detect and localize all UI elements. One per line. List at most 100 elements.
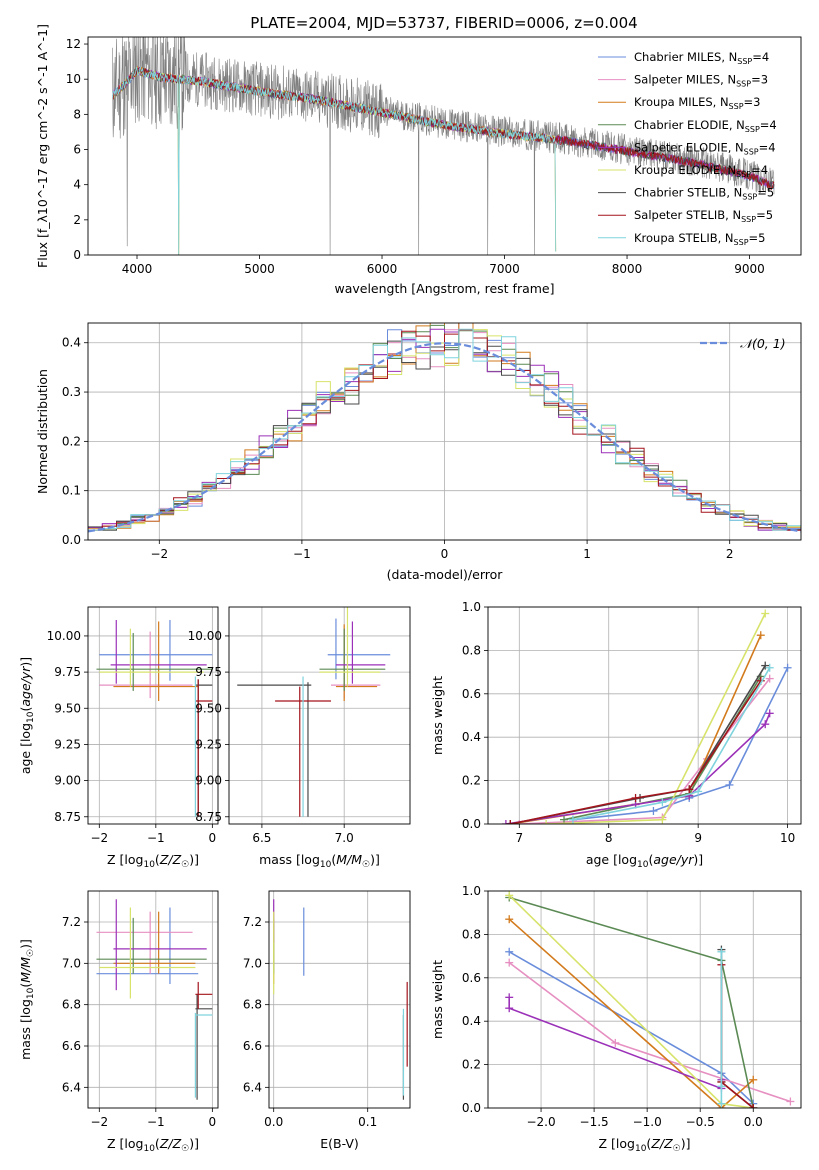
point-marker xyxy=(560,815,569,824)
panel-3: 6.5 7.0 8.75 9.00 9.25 9.50 9.75 10.00 mass [log… xyxy=(188,606,411,870)
legend-entry: Chabrier ELODIE, NSSP=4 xyxy=(634,118,777,134)
legend-entry: Chabrier MILES, NSSP=4 xyxy=(634,50,769,66)
point-marker xyxy=(725,780,734,789)
weight-line xyxy=(510,680,762,824)
label-part: 10 xyxy=(637,860,649,870)
x-tick-label: 0.0 xyxy=(744,1115,763,1129)
y-tick-label: 10.00 xyxy=(188,629,222,643)
legend-entry: Salpeter MILES, NSSP=3 xyxy=(634,73,768,89)
x-tick-label: 9000 xyxy=(734,262,765,276)
x-tick-label: −1 xyxy=(147,1115,165,1129)
legend-subscript: SSP xyxy=(734,238,749,247)
point-marker xyxy=(749,1104,758,1108)
label-part: ( xyxy=(18,983,33,988)
y-tick-label: 0.4 xyxy=(462,1014,481,1028)
legend-label: Kroupa MILES, N xyxy=(634,95,729,109)
histogram-step xyxy=(88,328,801,531)
x-axis-label: Z [log10(Z/Z☉)] xyxy=(107,852,199,870)
legend-subscript: SSP xyxy=(729,102,744,111)
y-tick-label: 0.4 xyxy=(62,336,81,350)
y-tick-label: 9.75 xyxy=(54,665,81,679)
errorbar xyxy=(96,907,199,984)
label-part: 10 xyxy=(143,1144,155,1154)
y-tick-label: 0.4 xyxy=(462,730,481,744)
legend-entry: Kroupa ELODIE, NSSP=4 xyxy=(634,163,768,179)
label-part: ( xyxy=(331,852,336,867)
label-part: ( xyxy=(18,707,33,712)
x-tick-label: 10 xyxy=(780,831,795,845)
legend-subscript: SSP xyxy=(736,170,751,179)
point-marker xyxy=(756,631,765,640)
y-tick-label: 8.75 xyxy=(195,810,222,824)
y-axis-label: mass weight xyxy=(430,676,445,755)
label-part: ( xyxy=(648,852,653,867)
y-tick-label: 9.50 xyxy=(54,701,81,715)
x-tick-label: 8 xyxy=(605,831,613,845)
label-part: ☉ xyxy=(181,1144,189,1154)
x-tick-label: 7000 xyxy=(489,262,520,276)
y-tick-label: 1.0 xyxy=(462,884,481,898)
panel-5: −2 −1 06.46.66.87.07.2Z [log10(Z/Z☉)]mass … xyxy=(18,890,219,1154)
gridlines xyxy=(269,891,410,1108)
weight-line xyxy=(519,678,771,824)
x-tick-label: 2 xyxy=(726,547,734,561)
errorbar xyxy=(335,621,386,684)
y-tick-label: 6.6 xyxy=(62,1039,81,1053)
label-part: age [log xyxy=(18,723,33,774)
gridlines xyxy=(488,606,801,825)
label-part: 10 xyxy=(26,711,36,723)
axes-frame xyxy=(487,890,802,1109)
errorbar xyxy=(194,1012,213,1098)
point-marker xyxy=(505,958,514,967)
label-part: ( xyxy=(155,852,160,867)
legend-label: Salpeter STELIB, N xyxy=(634,208,741,222)
y-tick-label: 0.2 xyxy=(62,434,81,448)
plot-area xyxy=(96,899,213,1100)
legend-suffix: =5 xyxy=(749,231,766,245)
legend-entry: Kroupa MILES, NSSP=3 xyxy=(634,95,760,111)
legend-suffix: =4 xyxy=(760,118,777,132)
x-tick-label: −1 xyxy=(293,547,311,561)
x-tick-label: −2 xyxy=(90,831,108,845)
x-tick-label: 7.0 xyxy=(335,831,354,845)
label-part: )] xyxy=(370,852,380,867)
x-tick-label: −1 xyxy=(147,831,165,845)
y-tick-label: 6 xyxy=(73,143,81,157)
point-marker xyxy=(542,820,551,824)
point-marker xyxy=(761,720,770,729)
point-marker xyxy=(501,820,510,824)
legend-entry: Kroupa STELIB, NSSP=5 xyxy=(634,231,765,247)
x-tick-label: 8000 xyxy=(612,262,643,276)
legend-label: Chabrier STELIB, N xyxy=(634,186,742,200)
ticks: 7 8 9 10 0.0 0.2 0.4 0.6 0.8 1.0 xyxy=(462,600,795,845)
legend-suffix: =5 xyxy=(756,208,773,222)
label-part: mass [log xyxy=(259,852,320,867)
y-tick-label: 9.50 xyxy=(195,701,222,715)
legend-subscript: SSP xyxy=(736,80,751,89)
label-part: age/yr xyxy=(18,666,33,707)
point-marker xyxy=(568,815,577,824)
x-axis-label: mass [log10(M/M☉)] xyxy=(259,852,380,870)
label-part: ☉ xyxy=(362,860,370,870)
y-tick-label: 0.3 xyxy=(62,385,81,399)
x-tick-label: 0 xyxy=(209,831,217,845)
y-tick-label: 0.8 xyxy=(462,643,481,657)
errorbar xyxy=(195,679,213,817)
histogram-step xyxy=(88,328,801,531)
errorbar xyxy=(319,607,381,687)
legend-entry: Salpeter STELIB, NSSP=5 xyxy=(634,208,773,224)
label-part: )] xyxy=(189,1136,199,1151)
point-marker xyxy=(765,709,774,718)
normal-curve xyxy=(88,342,801,533)
y-tick-label: 9.75 xyxy=(195,665,222,679)
x-tick-label: 4000 xyxy=(122,262,153,276)
plot-area xyxy=(88,323,801,533)
y-tick-label: 0 xyxy=(73,248,81,262)
legend-subscript: SSP xyxy=(744,147,759,156)
ticks: −2 −1 0 8.75 9.00 9.25 9.50 9.75 10.00 xyxy=(47,629,217,845)
point-marker xyxy=(658,798,667,807)
point-marker xyxy=(631,793,640,802)
axes-frame xyxy=(228,606,411,825)
